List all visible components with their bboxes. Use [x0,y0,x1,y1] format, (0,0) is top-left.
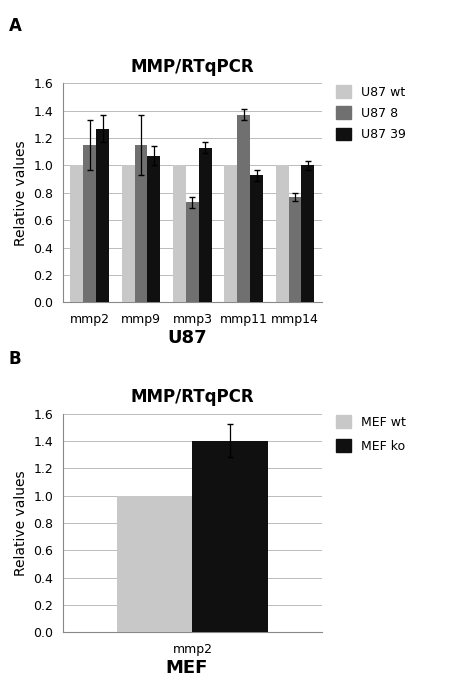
Text: A: A [9,17,22,35]
Bar [173,165,186,302]
Text: U87: U87 [167,329,207,347]
Bar [302,165,314,302]
Bar [83,145,96,302]
Bar [122,165,135,302]
Bar [288,197,302,302]
Y-axis label: Relative values: Relative values [14,471,28,575]
Bar [135,145,148,302]
Bar [117,496,193,632]
Title: MMP/RTqPCR: MMP/RTqPCR [130,389,254,407]
Bar [250,175,263,302]
Text: MEF: MEF [166,659,208,677]
Bar [237,115,250,302]
Bar [193,441,268,632]
Bar [71,165,83,302]
Bar [276,165,288,302]
Y-axis label: Relative values: Relative values [14,140,28,245]
Text: B: B [9,350,22,368]
Title: MMP/RTqPCR: MMP/RTqPCR [130,58,254,76]
Legend: U87 wt, U87 8, U87 39: U87 wt, U87 8, U87 39 [336,85,405,141]
Bar [225,165,237,302]
Bar [186,202,199,302]
Bar [96,129,109,302]
Bar [199,148,212,302]
Bar [148,156,160,302]
Legend: MEF wt, MEF ko: MEF wt, MEF ko [336,416,405,452]
